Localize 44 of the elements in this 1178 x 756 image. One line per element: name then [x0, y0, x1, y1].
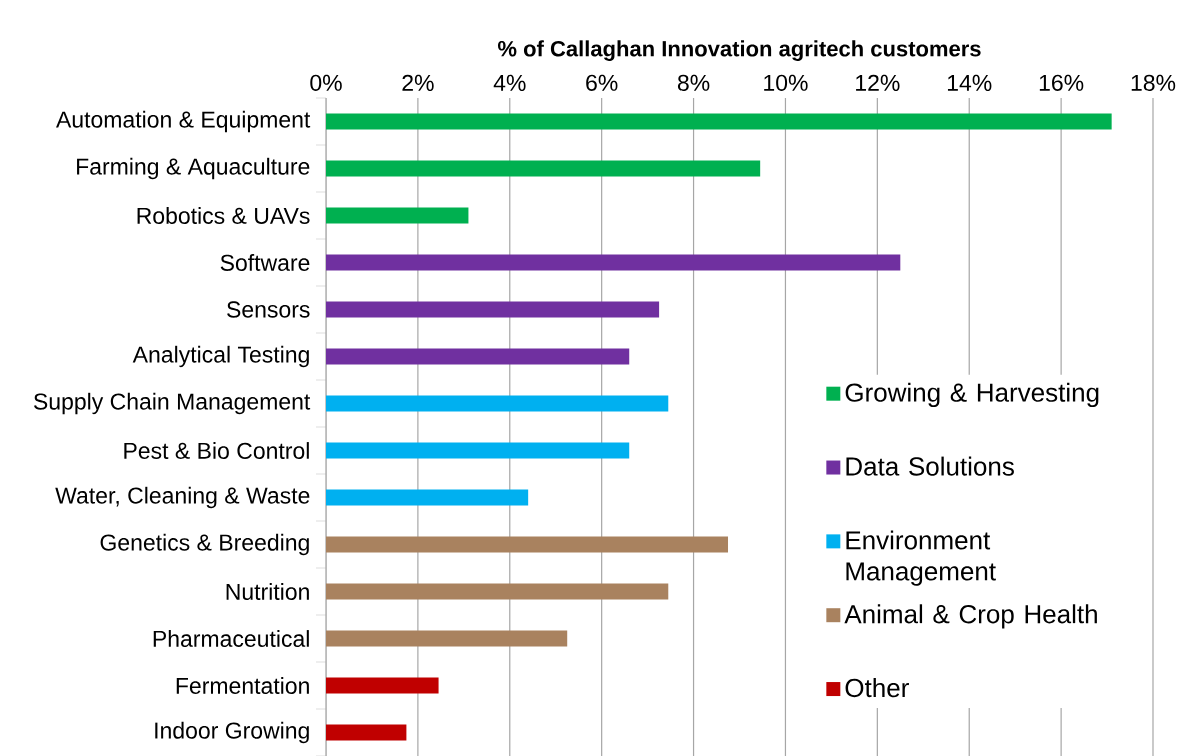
x-axis-title: % of Callaghan Innovation agritech customers [497, 40, 981, 61]
bar [326, 489, 529, 506]
bar [326, 348, 630, 365]
bar [326, 395, 669, 412]
x-tick-label: 6% [586, 74, 618, 91]
x-tick-label: 14% [947, 74, 992, 91]
legend-label: Data Solutions [846, 456, 1014, 476]
y-tick-label: Pharmaceutical [153, 630, 309, 647]
x-tick-label: 0% [310, 74, 342, 91]
bar [326, 677, 439, 694]
y-tick-label: Farming & Aquaculture [77, 157, 310, 180]
legend-label: Other [845, 678, 909, 698]
x-tick-label: 16% [1039, 74, 1084, 91]
y-tick-label: Automation & Equipment [56, 110, 311, 133]
y-tick-label: Water, Cleaning & Waste [55, 486, 310, 509]
y-tick-label: Analytical Testing [132, 345, 309, 368]
y-tick-label: Pest & Bio Control [124, 442, 309, 459]
y-tick-label: Sensors [227, 301, 310, 318]
y-tick-label: Genetics & Breeding [100, 533, 309, 556]
bar [326, 630, 568, 647]
bar [326, 207, 469, 224]
y-tick-label: Indoor Growing [155, 721, 309, 744]
bar [326, 301, 660, 318]
legend-label: Environment Management [846, 530, 996, 586]
y-tick-label: Supply Chain Management [33, 392, 311, 415]
x-tick-label: 12% [856, 74, 900, 91]
legend-label: Animal & Crop Health [844, 604, 1097, 629]
bar [326, 583, 669, 600]
bar [326, 536, 729, 553]
bar [326, 442, 630, 459]
y-tick-label: Nutrition [226, 583, 309, 600]
y-tick-label: Software [220, 254, 310, 271]
x-tick-label: 8% [677, 74, 710, 91]
bar [326, 724, 407, 741]
x-tick-label: 4% [493, 74, 526, 91]
x-tick-label: 2% [402, 74, 434, 91]
y-tick-label: Robotics & UAVs [137, 207, 310, 224]
y-tick-label: Fermentation [176, 677, 309, 694]
x-tick-label: 10% [764, 74, 808, 91]
bar [326, 254, 901, 271]
legend-label: Growing & Harvesting [845, 382, 1099, 408]
bar [326, 160, 761, 177]
x-tick-label: 18% [1131, 74, 1176, 91]
bar [326, 113, 1112, 130]
